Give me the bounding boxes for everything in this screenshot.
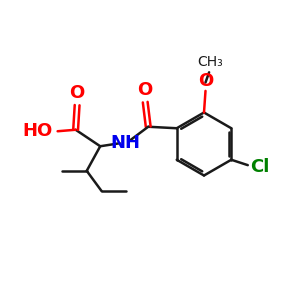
Text: HO: HO (22, 122, 52, 140)
Text: O: O (70, 83, 85, 101)
Text: Cl: Cl (250, 158, 270, 175)
Text: O: O (198, 72, 213, 90)
Text: NH: NH (111, 134, 141, 152)
Text: O: O (138, 80, 153, 98)
Text: CH₃: CH₃ (198, 55, 224, 69)
